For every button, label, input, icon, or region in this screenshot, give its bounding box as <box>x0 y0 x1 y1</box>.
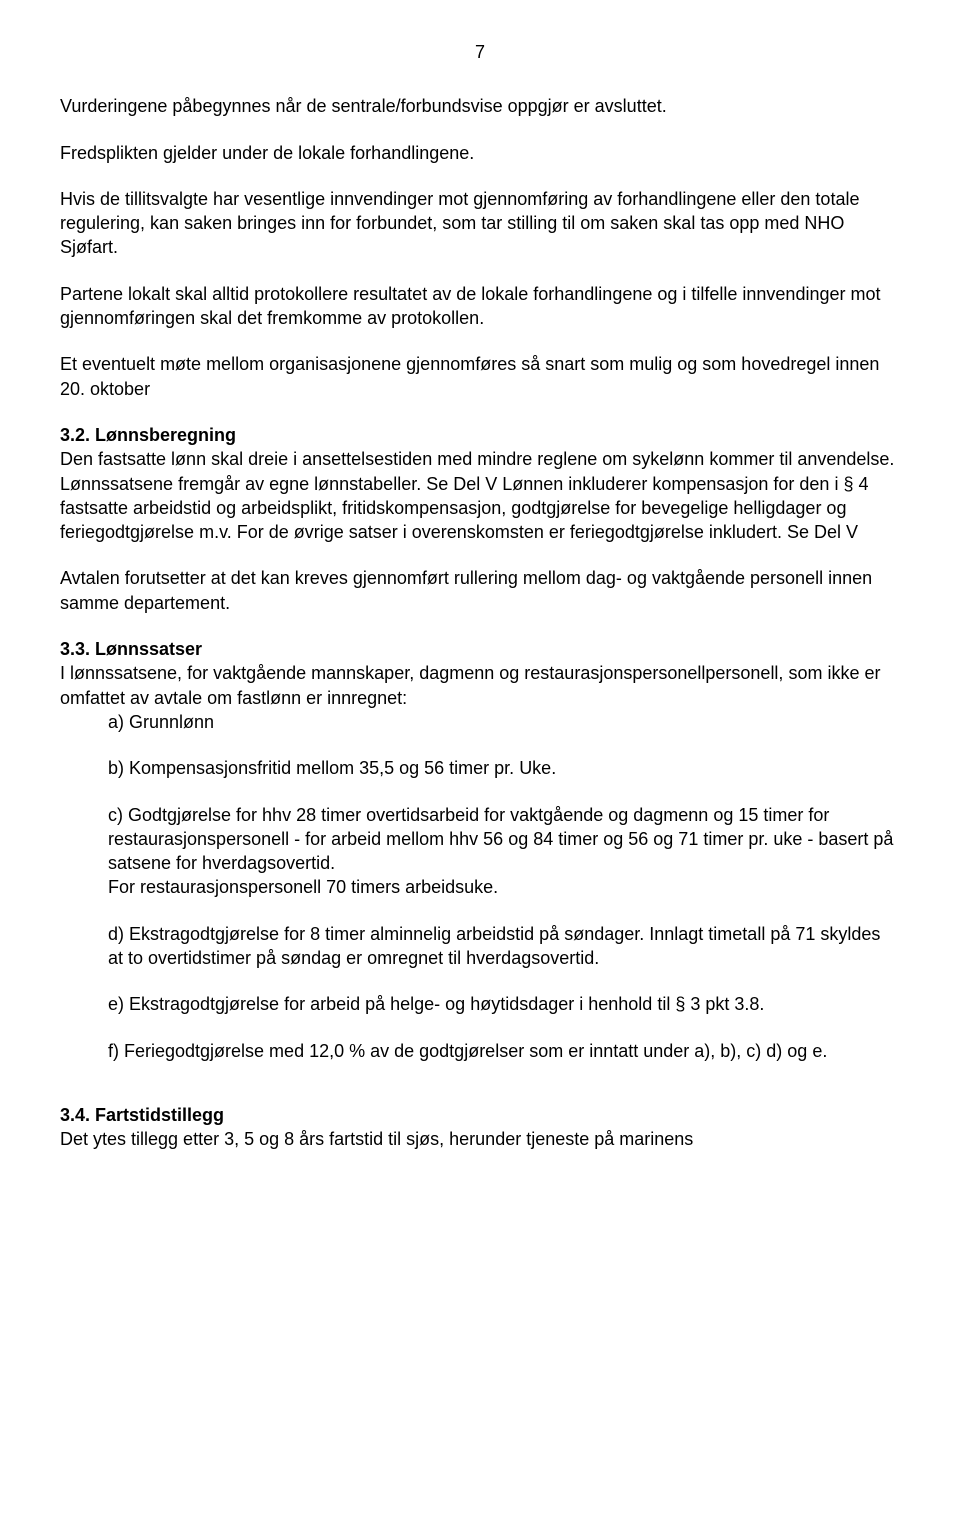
list-item-e: e) Ekstragodtgjørelse for arbeid på helg… <box>108 992 900 1016</box>
list-item-d: d) Ekstragodtgjørelse for 8 timer alminn… <box>108 922 900 971</box>
list-item-b: b) Kompensasjonsfritid mellom 35,5 og 56… <box>108 756 900 780</box>
list-item-text: For restaurasjonspersonell 70 timers arb… <box>108 875 900 899</box>
paragraph: Avtalen forutsetter at det kan kreves gj… <box>60 566 900 615</box>
section-heading: 3.3. Lønnssatser <box>60 637 900 661</box>
list-item-a: a) Grunnlønn <box>108 710 900 734</box>
section-heading: 3.4. Fartstidstillegg <box>60 1103 900 1127</box>
paragraph: Et eventuelt møte mellom organisasjonene… <box>60 352 900 401</box>
section-3-4: 3.4. Fartstidstillegg Det ytes tillegg e… <box>60 1103 900 1152</box>
paragraph: Hvis de tillitsvalgte har vesentlige inn… <box>60 187 900 260</box>
section-body: Det ytes tillegg etter 3, 5 og 8 års far… <box>60 1127 900 1151</box>
list-item-c: c) Godtgjørelse for hhv 28 timer overtid… <box>108 803 900 900</box>
section-intro: I lønnssatsene, for vaktgående mannskape… <box>60 661 900 710</box>
paragraph: Fredsplikten gjelder under de lokale for… <box>60 141 900 165</box>
list-item-text: c) Godtgjørelse for hhv 28 timer overtid… <box>108 803 900 876</box>
section-3-3: 3.3. Lønnssatser I lønnssatsene, for vak… <box>60 637 900 734</box>
section-3-2: 3.2. Lønnsberegning Den fastsatte lønn s… <box>60 423 900 544</box>
page-number: 7 <box>60 40 900 64</box>
list-item-f: f) Feriegodtgjørelse med 12,0 % av de go… <box>108 1039 900 1063</box>
section-heading: 3.2. Lønnsberegning <box>60 423 900 447</box>
section-body: Den fastsatte lønn skal dreie i ansettel… <box>60 449 894 542</box>
paragraph: Partene lokalt skal alltid protokollere … <box>60 282 900 331</box>
paragraph: Vurderingene påbegynnes når de sentrale/… <box>60 94 900 118</box>
